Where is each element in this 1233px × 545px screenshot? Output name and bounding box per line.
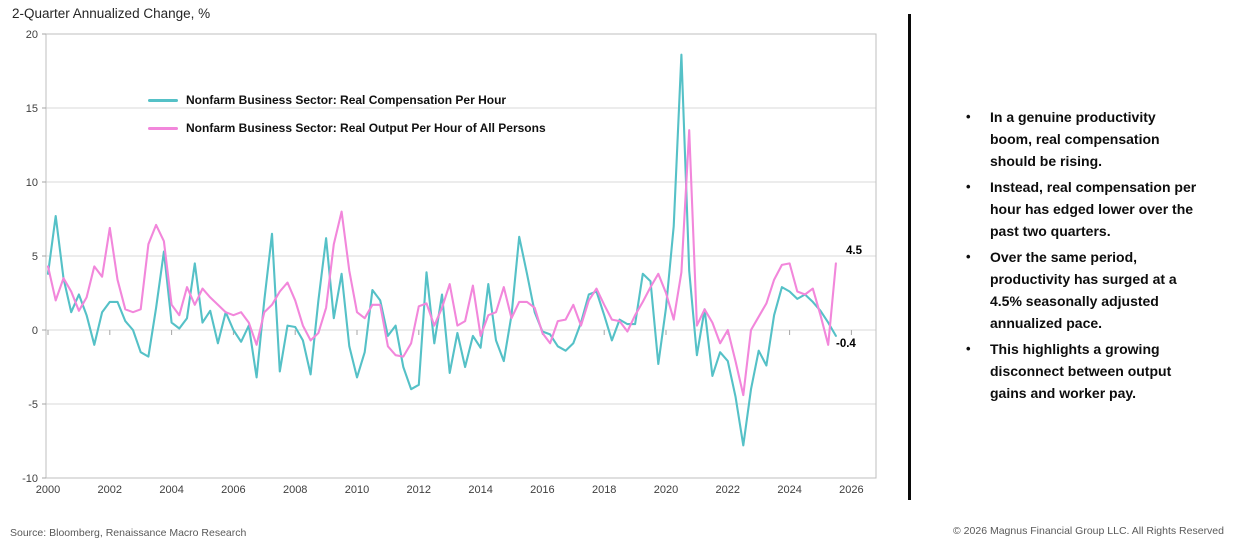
- y-axis-label: 5: [32, 251, 38, 263]
- x-axis-label: 2022: [716, 484, 740, 496]
- compensation-end-label: -0.4: [836, 338, 856, 350]
- x-axis-label: 2026: [839, 484, 863, 496]
- bullet-marker: •: [966, 249, 971, 264]
- bullet-item: • In a genuine productivity boom, real co…: [966, 106, 1198, 172]
- source-note: Source: Bloomberg, Renaissance Macro Res…: [10, 527, 247, 539]
- x-axis-label: 2018: [592, 484, 616, 496]
- legend-item: Nonfarm Business Sector: Real Output Per…: [148, 114, 546, 142]
- x-axis-label: 2004: [159, 484, 183, 496]
- legend-item: Nonfarm Business Sector: Real Compensati…: [148, 86, 546, 114]
- x-axis-label: 2024: [777, 484, 801, 496]
- bullet-item: • This highlights a growing disconnect be…: [966, 338, 1198, 404]
- legend-label: Nonfarm Business Sector: Real Compensati…: [186, 93, 507, 107]
- x-axis-label: 2008: [283, 484, 307, 496]
- bullet-text: Over the same period, productivity has s…: [990, 249, 1177, 331]
- y-axis-label: 15: [26, 103, 38, 115]
- series-line-productivity: [46, 129, 837, 397]
- bullet-text: This highlights a growing disconnect bet…: [990, 341, 1172, 401]
- y-axis-label: 0: [32, 325, 38, 337]
- x-axis-label: 2002: [98, 484, 122, 496]
- x-axis-label: 2006: [221, 484, 245, 496]
- copyright-note: © 2026 Magnus Financial Group LLC. All R…: [953, 525, 1224, 537]
- bullet-list: • In a genuine productivity boom, real co…: [966, 106, 1198, 408]
- chart-title: 2-Quarter Annualized Change, %: [12, 6, 211, 21]
- bullet-item: • Instead, real compensation per hour has…: [966, 176, 1198, 242]
- productivity-end-label: 4.5: [846, 245, 862, 257]
- y-axis-label: -10: [22, 473, 38, 485]
- x-axis-label: 2020: [654, 484, 678, 496]
- y-axis-label: -5: [28, 399, 38, 411]
- vertical-divider: [908, 14, 911, 500]
- legend-swatch: [148, 126, 178, 130]
- bullet-item: • Over the same period, productivity has …: [966, 246, 1198, 334]
- bullet-marker: •: [966, 341, 971, 356]
- y-axis-label: 10: [26, 177, 38, 189]
- bullet-text: Instead, real compensation per hour has …: [990, 179, 1197, 239]
- legend-swatch: [148, 98, 178, 102]
- x-axis-label: 2000: [36, 484, 60, 496]
- y-axis-label: 20: [26, 29, 38, 41]
- x-axis-label: 2014: [468, 484, 492, 496]
- chart-legend: Nonfarm Business Sector: Real Compensati…: [148, 86, 546, 142]
- x-axis-label: 2016: [530, 484, 554, 496]
- bullet-marker: •: [966, 179, 971, 194]
- x-axis-label: 2010: [345, 484, 369, 496]
- legend-label: Nonfarm Business Sector: Real Output Per…: [186, 121, 546, 135]
- bullet-text: In a genuine productivity boom, real com…: [990, 109, 1160, 169]
- bullet-marker: •: [966, 109, 971, 124]
- x-axis-label: 2012: [407, 484, 431, 496]
